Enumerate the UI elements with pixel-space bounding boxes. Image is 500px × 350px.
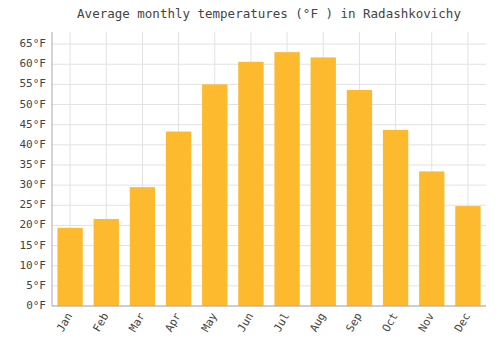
y-grid-line [52, 64, 486, 65]
bar [130, 187, 155, 306]
y-grid-line [52, 124, 486, 125]
y-tick-label: 0°F [26, 299, 46, 312]
y-tick-label: 25°F [20, 198, 47, 211]
x-axis-line [52, 306, 486, 307]
chart: 0°F 5°F 10°F 15°F 20°F 25°F 30°F 35°F 40°F 45°F 50… [0, 0, 500, 350]
y-grid-line [52, 104, 486, 105]
y-axis-line [52, 32, 53, 306]
bar [311, 57, 336, 306]
x-tick-label: Jun [235, 311, 256, 335]
y-grid-line [52, 306, 486, 307]
y-tick-label: 5°F [26, 279, 46, 292]
y-grid-line [52, 44, 486, 45]
y-tick-label: 10°F [20, 259, 47, 272]
y-tick-label: 35°F [20, 158, 47, 171]
bar [238, 62, 263, 306]
bar [455, 206, 480, 306]
bar [94, 219, 119, 306]
x-tick-label: Sep [343, 311, 364, 335]
bar [347, 90, 372, 306]
x-tick-label: Mar [126, 310, 147, 334]
y-tick-label: 65°F [20, 37, 47, 50]
x-tick-label: Jan [54, 311, 75, 335]
y-tick-label: 60°F [20, 57, 47, 70]
x-tick-label: Oct [380, 311, 401, 335]
bar [57, 228, 82, 306]
bar [383, 130, 408, 306]
grid [52, 32, 486, 306]
x-tick-label: May [199, 310, 220, 334]
y-tick-label: 45°F [20, 118, 47, 131]
bar [166, 132, 191, 306]
y-tick-label: 20°F [20, 218, 47, 231]
y-tick-label: 30°F [20, 178, 47, 191]
bars [57, 52, 480, 306]
bar [274, 52, 299, 306]
x-tick-label: Dec [452, 311, 473, 335]
y-tick-label: 55°F [20, 77, 47, 90]
bar [419, 171, 444, 306]
x-tick-label: Aug [307, 311, 328, 335]
y-grid-line [52, 144, 486, 145]
x-tick-label: Nov [416, 310, 437, 334]
bar [202, 84, 227, 306]
y-tick-label: 50°F [20, 98, 47, 111]
y-grid-line [52, 164, 486, 165]
y-tick-label: 40°F [20, 138, 47, 151]
x-tick-label: Feb [90, 311, 111, 335]
y-grid-line [52, 84, 486, 85]
y-tick-label: 15°F [20, 239, 47, 252]
title: Average monthly temperatures (°F ) in Ra… [77, 6, 461, 21]
x-tick-label: Jul [271, 311, 292, 335]
x-tick-label: Apr [163, 310, 184, 334]
